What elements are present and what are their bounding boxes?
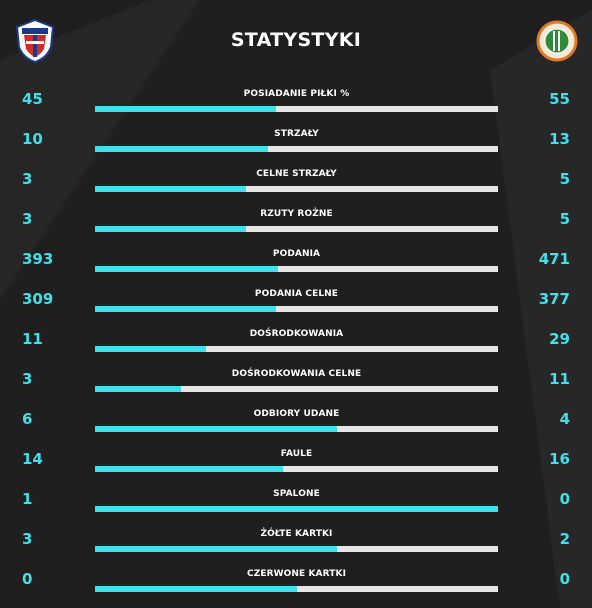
away-value: 0 — [559, 490, 570, 508]
stat-label: DOŚRODKOWANIA CELNE — [231, 369, 362, 379]
stat-label: ŻÓŁTE KARTKI — [260, 529, 333, 539]
stat-label: ODBIORY UDANE — [253, 409, 340, 419]
stat-bar — [95, 426, 498, 432]
away-value: 471 — [538, 250, 570, 268]
home-value: 0 — [22, 570, 33, 588]
stat-row: 14 FAULE 16 — [0, 438, 592, 478]
away-value: 55 — [549, 90, 570, 108]
away-team-crest[interactable] — [536, 19, 578, 63]
stat-label: PODANIA CELNE — [254, 289, 339, 299]
stat-row: 3 CELNE STRZAŁY 5 — [0, 158, 592, 198]
stat-label: POSIADANIE PIŁKI % — [243, 89, 350, 99]
away-value: 13 — [549, 130, 570, 148]
home-value: 393 — [22, 250, 54, 268]
away-value: 377 — [538, 290, 570, 308]
stat-bar-home-fill — [95, 186, 247, 192]
stat-bar — [95, 466, 498, 472]
stat-label: CELNE STRZAŁY — [256, 169, 337, 179]
away-value: 29 — [549, 330, 570, 348]
stat-bar — [95, 106, 498, 112]
stat-bar — [95, 386, 498, 392]
stat-bar — [95, 546, 498, 552]
stat-bar-home-fill — [95, 506, 498, 512]
stat-label: RZUTY ROŻNE — [260, 209, 333, 219]
home-value: 1 — [22, 490, 33, 508]
stat-label: CZERWONE KARTKI — [246, 569, 347, 579]
home-value: 11 — [22, 330, 43, 348]
stat-label: STRZAŁY — [274, 129, 319, 139]
stat-bar-home-fill — [95, 146, 269, 152]
home-value: 3 — [22, 210, 33, 228]
home-value: 309 — [22, 290, 54, 308]
stat-bar — [95, 586, 498, 592]
away-value: 16 — [549, 450, 570, 468]
home-team-crest[interactable] — [14, 18, 56, 64]
away-value: 5 — [559, 170, 570, 188]
away-value: 5 — [559, 210, 570, 228]
stat-bar-home-fill — [95, 106, 277, 112]
stat-row: 11 DOŚRODKOWANIA 29 — [0, 318, 592, 358]
home-value: 3 — [22, 530, 33, 548]
stat-bar-home-fill — [95, 386, 182, 392]
stat-row: 393 PODANIA 471 — [0, 238, 592, 278]
page-title: STATYSTYKI — [230, 29, 362, 51]
stat-bar — [95, 146, 498, 152]
stat-bar-home-fill — [95, 426, 337, 432]
stat-row: 45 POSIADANIE PIŁKI % 55 — [0, 78, 592, 118]
stat-bar-home-fill — [95, 266, 279, 272]
stat-row: 3 ŻÓŁTE KARTKI 2 — [0, 518, 592, 558]
stat-bar — [95, 266, 498, 272]
stat-label: DOŚRODKOWANIA — [249, 329, 344, 339]
stat-row: 6 ODBIORY UDANE 4 — [0, 398, 592, 438]
stat-bar-home-fill — [95, 226, 247, 232]
stat-bar-home-fill — [95, 346, 206, 352]
home-value: 3 — [22, 170, 33, 188]
stat-bar — [95, 226, 498, 232]
stat-row: 0 CZERWONE KARTKI 0 — [0, 558, 592, 598]
stat-label: PODANIA — [272, 249, 321, 259]
stat-row: 10 STRZAŁY 13 — [0, 118, 592, 158]
stat-bar — [95, 506, 498, 512]
stat-row: 1 SPALONE 0 — [0, 478, 592, 518]
stats-list: 45 POSIADANIE PIŁKI % 55 10 STRZAŁY 13 3 CELNE … — [0, 78, 592, 598]
stat-row: 309 PODANIA CELNE 377 — [0, 278, 592, 318]
stat-bar — [95, 346, 498, 352]
stat-label: FAULE — [280, 449, 313, 459]
stat-bar — [95, 186, 498, 192]
stat-label: SPALONE — [273, 489, 320, 499]
away-value: 11 — [549, 370, 570, 388]
home-value: 45 — [22, 90, 43, 108]
home-value: 6 — [22, 410, 33, 428]
stat-row: 3 DOŚRODKOWANIA CELNE 11 — [0, 358, 592, 398]
stat-row: 3 RZUTY ROŻNE 5 — [0, 198, 592, 238]
home-value: 14 — [22, 450, 43, 468]
away-value: 2 — [559, 530, 570, 548]
stat-bar — [95, 306, 498, 312]
home-value: 10 — [22, 130, 43, 148]
stat-bar-home-fill — [95, 306, 277, 312]
stat-bar-home-fill — [95, 546, 337, 552]
away-value: 4 — [559, 410, 570, 428]
header: STATYSTYKI — [0, 0, 592, 78]
stat-bar-home-fill — [95, 466, 284, 472]
home-value: 3 — [22, 370, 33, 388]
stat-bar-home-fill — [95, 586, 297, 592]
away-value: 0 — [559, 570, 570, 588]
